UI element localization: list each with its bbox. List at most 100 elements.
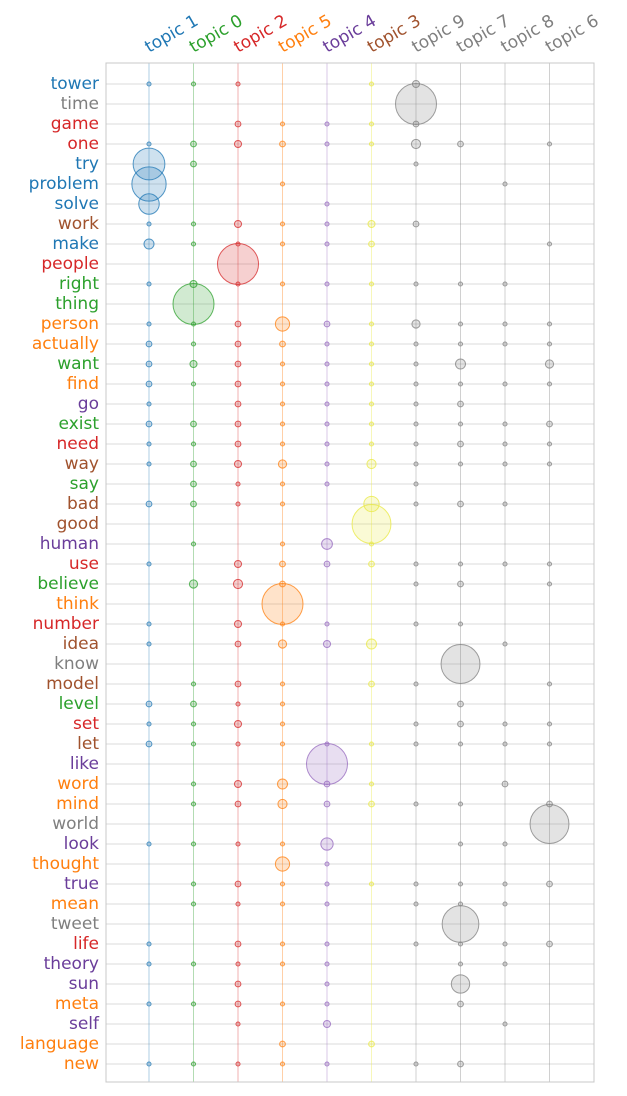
word-label: tower [51, 74, 99, 94]
word-label: right [59, 274, 99, 294]
bubble-point [235, 841, 241, 847]
bubble-point [190, 160, 197, 168]
bubble-point [234, 800, 242, 808]
bubble-point [279, 621, 286, 627]
bubble-point [190, 221, 197, 227]
word-label: idea [63, 634, 99, 654]
word-label: level [59, 694, 99, 714]
word-label: know [54, 654, 99, 674]
bubble-point [546, 741, 553, 747]
bubble-point [279, 121, 286, 127]
bubble-point [132, 147, 166, 181]
bubble-point [279, 541, 286, 547]
bubble-point [546, 461, 553, 467]
bubble-point [277, 459, 288, 469]
word-label: people [41, 254, 99, 274]
bubble-point [190, 341, 197, 347]
bubble-point [190, 241, 197, 247]
bubble-point [189, 359, 198, 369]
bubble-point [145, 420, 153, 428]
bubble-point [146, 841, 152, 847]
bubble-point [502, 181, 508, 187]
bubble-point [454, 358, 467, 370]
bubble-point [368, 361, 375, 367]
word-label: theory [44, 954, 99, 974]
grid-layer [106, 63, 594, 1082]
bubble-point [457, 281, 464, 287]
word-label: go [78, 394, 99, 414]
bubble-point [234, 320, 242, 328]
bubble-point [413, 941, 419, 947]
bubble-point [544, 359, 555, 369]
word-label: want [57, 354, 99, 374]
bubble-point [324, 1001, 330, 1007]
bubble-point [502, 901, 508, 907]
word-label: try [75, 154, 99, 174]
bubble-point [413, 881, 419, 887]
bubble-point [368, 560, 375, 568]
bubble-point [368, 1040, 375, 1048]
bubble-point [324, 241, 330, 247]
bubble-point [368, 541, 375, 547]
bubble-point [145, 340, 153, 348]
bubble-point [412, 220, 420, 228]
bubble-point [546, 561, 553, 567]
bubble-point [501, 780, 509, 788]
bubble-point [138, 193, 160, 215]
bubble-point [235, 961, 241, 967]
word-label: person [41, 314, 99, 334]
word-label: language [20, 1034, 99, 1054]
bubble-point [234, 420, 242, 428]
bubble-point [145, 360, 153, 368]
bubble-point [190, 321, 197, 327]
bubble-point [190, 781, 197, 787]
bubble-point [546, 141, 553, 147]
bubble-point [306, 743, 348, 785]
bubble-point [190, 500, 197, 508]
bubble-point [190, 1061, 197, 1067]
bubble-point [279, 1040, 286, 1048]
bubble-point [324, 1061, 330, 1067]
word-label: look [64, 834, 100, 854]
bubble-point [457, 500, 464, 508]
word-label: solve [54, 194, 99, 214]
bubble-point [546, 880, 553, 888]
bubble-point [324, 621, 330, 627]
word-label: thought [32, 854, 99, 874]
bubble-point [324, 901, 330, 907]
bubble-point [502, 941, 508, 947]
bubble-point [146, 441, 152, 447]
bubble-point [413, 461, 419, 467]
bubble-point [235, 501, 241, 507]
bubble-point [324, 861, 330, 867]
bubble-point [233, 619, 243, 629]
bubble-point [546, 681, 553, 687]
bubble-point [188, 579, 199, 589]
bubble-point [413, 501, 419, 507]
word-label: actually [32, 334, 99, 354]
word-label: new [64, 1054, 99, 1074]
word-label: use [69, 554, 99, 574]
bubble-point [190, 1001, 197, 1007]
bubble-point [457, 621, 464, 627]
bubble-point [190, 721, 197, 727]
bubble-point [190, 420, 197, 428]
bubble-point [413, 561, 419, 567]
bubble-point [324, 121, 330, 127]
bubble-point [234, 380, 242, 388]
bubble-point [323, 320, 331, 328]
bubble-point [502, 641, 508, 647]
bubble-point [320, 837, 334, 851]
bubble-point [190, 140, 197, 148]
bubble-point [368, 781, 375, 787]
word-label: bad [67, 494, 99, 514]
bubble-point [395, 83, 437, 125]
bubble-point [502, 321, 508, 327]
bubble-point [324, 221, 330, 227]
word-label: one [67, 134, 99, 154]
bubble-point [234, 440, 242, 448]
bubble-point [279, 941, 286, 947]
bubble-point [233, 559, 243, 569]
bubble-point [146, 401, 152, 407]
